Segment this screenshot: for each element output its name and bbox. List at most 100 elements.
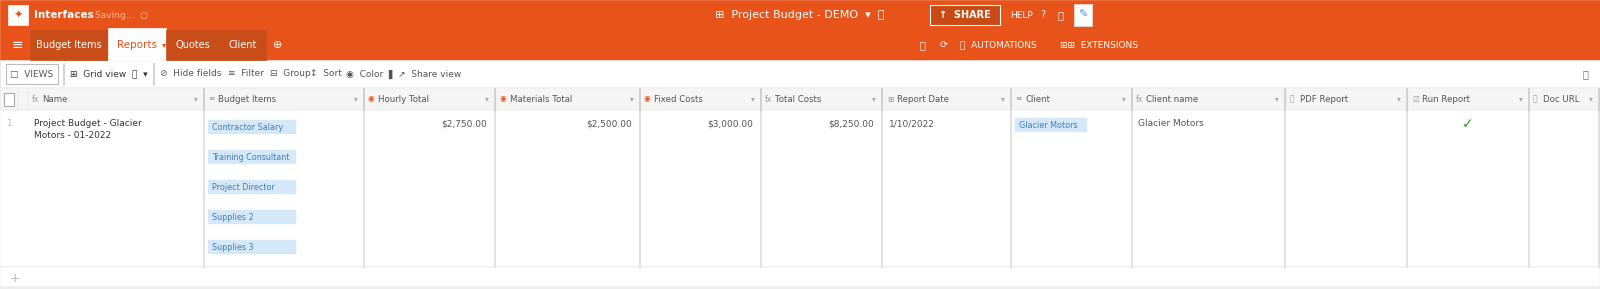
- Text: ≡: ≡: [208, 95, 214, 103]
- Text: Budget Items: Budget Items: [218, 95, 277, 103]
- Bar: [0, 267, 1600, 289]
- Bar: [205, 88, 365, 110]
- Text: 1/10/2022: 1/10/2022: [890, 119, 934, 129]
- Bar: [1011, 88, 1133, 110]
- Text: ▾: ▾: [1518, 95, 1523, 103]
- Bar: [0, 0, 1600, 30]
- Text: ▾: ▾: [750, 95, 755, 103]
- Text: fx: fx: [1136, 95, 1144, 103]
- Text: ?: ?: [1040, 10, 1045, 20]
- Text: Supplies 2: Supplies 2: [211, 212, 254, 221]
- Bar: [496, 88, 640, 110]
- Bar: [1133, 88, 1285, 110]
- Bar: [3, 93, 14, 106]
- Bar: [930, 5, 1000, 25]
- Bar: [221, 30, 266, 60]
- Text: ✓: ✓: [1462, 117, 1474, 131]
- Text: ◉  Color: ◉ Color: [346, 69, 384, 79]
- Text: Materials Total: Materials Total: [510, 95, 573, 103]
- Text: PDF Report: PDF Report: [1299, 95, 1349, 103]
- Text: ⊞  Project Budget - DEMO  ▾  ⓘ: ⊞ Project Budget - DEMO ▾ ⓘ: [715, 10, 885, 20]
- Text: ▾: ▾: [1002, 95, 1005, 103]
- Text: Fixed Costs: Fixed Costs: [654, 95, 702, 103]
- Text: 🔍: 🔍: [1582, 69, 1587, 79]
- Bar: [166, 30, 221, 60]
- Text: ▾: ▾: [1589, 95, 1594, 103]
- Text: Reports: Reports: [117, 40, 157, 50]
- Bar: [0, 60, 1600, 88]
- Text: $8,250.00: $8,250.00: [829, 119, 874, 129]
- Text: HELP: HELP: [1010, 10, 1032, 19]
- Text: 🗑: 🗑: [920, 40, 926, 50]
- Text: Training Consultant: Training Consultant: [211, 153, 290, 162]
- Text: Project Budget - Glacier: Project Budget - Glacier: [34, 119, 142, 129]
- Text: ≡  Filter: ≡ Filter: [229, 69, 264, 79]
- Text: ▾: ▾: [1122, 95, 1126, 103]
- Text: ⊟  Group: ⊟ Group: [270, 69, 310, 79]
- Bar: [208, 240, 296, 254]
- Text: $2,500.00: $2,500.00: [586, 119, 632, 129]
- Text: ⊘  Hide fields: ⊘ Hide fields: [160, 69, 221, 79]
- Text: Name: Name: [42, 95, 67, 103]
- Text: ▾: ▾: [1397, 95, 1402, 103]
- Text: Contractor Salary: Contractor Salary: [211, 123, 283, 131]
- Bar: [365, 88, 494, 110]
- Text: ▾: ▾: [354, 95, 358, 103]
- Bar: [640, 88, 762, 110]
- Text: ◉: ◉: [368, 95, 374, 103]
- Bar: [1286, 88, 1406, 110]
- Text: ▌: ▌: [387, 69, 395, 79]
- Bar: [8, 5, 29, 25]
- Bar: [208, 120, 296, 134]
- Text: ▾: ▾: [630, 95, 634, 103]
- Text: ↕  Sort: ↕ Sort: [310, 69, 342, 79]
- Text: Quotes: Quotes: [176, 40, 210, 50]
- Text: Client name: Client name: [1146, 95, 1198, 103]
- Text: 1: 1: [6, 119, 13, 129]
- Text: Budget Items: Budget Items: [37, 40, 102, 50]
- Text: ⊞⊞  EXTENSIONS: ⊞⊞ EXTENSIONS: [1059, 40, 1138, 49]
- Bar: [762, 88, 882, 110]
- Bar: [6, 64, 58, 84]
- Text: ✎: ✎: [1078, 10, 1088, 20]
- Text: Interfaces: Interfaces: [34, 10, 94, 20]
- Bar: [0, 286, 1600, 289]
- Text: ⊞: ⊞: [886, 95, 893, 103]
- Text: ⊞  Grid view  👥  ▾: ⊞ Grid view 👥 ▾: [70, 69, 147, 79]
- Text: ▾: ▾: [194, 95, 198, 103]
- Text: ▾: ▾: [485, 95, 490, 103]
- Bar: [0, 110, 1600, 267]
- Text: ▾: ▾: [1275, 95, 1278, 103]
- Text: 🔔: 🔔: [1058, 10, 1064, 20]
- Text: Client: Client: [1026, 95, 1050, 103]
- Text: 📄: 📄: [1290, 95, 1294, 103]
- Text: fx: fx: [765, 95, 773, 103]
- Bar: [0, 88, 1600, 110]
- Text: ✦: ✦: [13, 10, 22, 20]
- Text: $2,750.00: $2,750.00: [442, 119, 486, 129]
- Text: ≡: ≡: [13, 38, 24, 52]
- Bar: [208, 210, 296, 224]
- Text: Glacier Motors: Glacier Motors: [1138, 119, 1203, 129]
- Bar: [208, 180, 296, 194]
- Bar: [0, 30, 1600, 60]
- Text: fx: fx: [32, 95, 40, 103]
- Text: 🔗: 🔗: [1533, 95, 1538, 103]
- Text: ▾: ▾: [162, 40, 166, 49]
- Text: Client: Client: [229, 40, 258, 50]
- Text: +: +: [10, 271, 21, 284]
- Bar: [208, 150, 296, 164]
- Text: Hourly Total: Hourly Total: [378, 95, 429, 103]
- Text: ◉: ◉: [643, 95, 651, 103]
- Text: Supplies 3: Supplies 3: [211, 242, 253, 251]
- Bar: [29, 88, 205, 110]
- Text: ↗  Share view: ↗ Share view: [398, 69, 461, 79]
- Text: Total Costs: Total Costs: [774, 95, 821, 103]
- Bar: [109, 28, 166, 60]
- Text: ☑: ☑: [1413, 95, 1419, 103]
- Bar: [1530, 88, 1598, 110]
- Text: Project Director: Project Director: [211, 182, 275, 192]
- Bar: [1074, 4, 1091, 26]
- Text: ▾: ▾: [872, 95, 875, 103]
- Text: □  VIEWS: □ VIEWS: [10, 69, 54, 79]
